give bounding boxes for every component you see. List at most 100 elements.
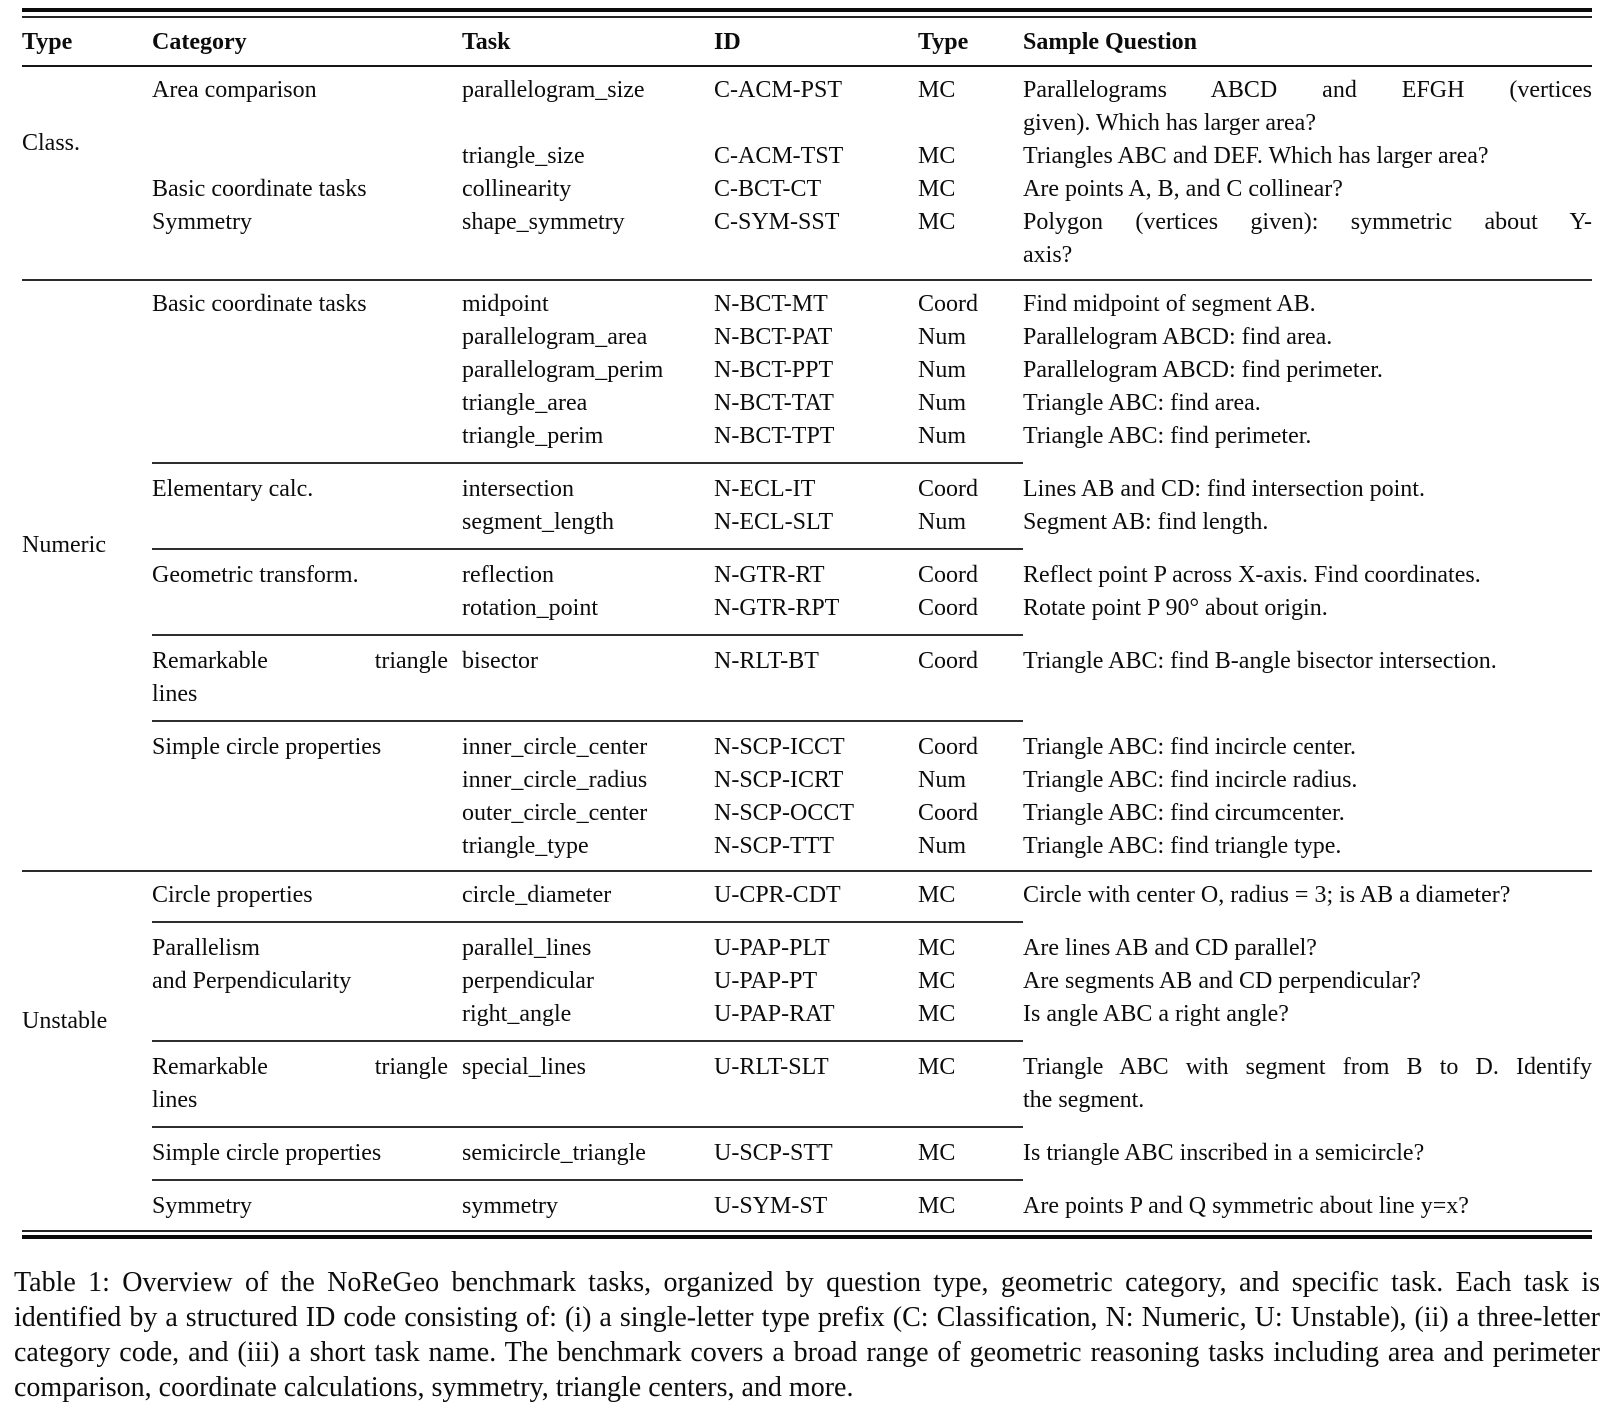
table-row: shape_symmetry C-SYM-SST MC Polygon (ver…: [462, 206, 1592, 272]
id-cell: N-BCT-TAT: [714, 390, 834, 416]
task-cell: triangle_size: [462, 143, 585, 169]
question-cell: Triangle ABC: find circumcenter.: [1023, 800, 1345, 826]
task-cell: outer_circle_center: [462, 800, 648, 826]
table-row: rotation_point N-GTR-RPT Coord Rotate po…: [462, 592, 1592, 625]
answer-type-cell: MC: [918, 1140, 956, 1166]
task-cell: midpoint: [462, 291, 549, 317]
id-cell: U-PAP-PLT: [714, 935, 830, 961]
table-bottom-rule-thick: [22, 1235, 1592, 1239]
question-cell: Find midpoint of segment AB.: [1023, 291, 1316, 317]
category-line: Circle properties: [152, 882, 313, 908]
group-divider: [152, 720, 1023, 722]
answer-type-cell: MC: [918, 968, 956, 994]
category-line: lines: [152, 681, 198, 707]
column-header-question: Sample Question: [1023, 29, 1198, 55]
category-cell: Symmetry: [152, 206, 462, 272]
id-cell: N-ECL-IT: [714, 476, 816, 502]
category-line: Basic coordinate tasks: [152, 176, 367, 202]
id-cell: N-SCP-ICRT: [714, 767, 844, 793]
id-cell: N-BCT-MT: [714, 291, 828, 317]
question-cell: Are segments AB and CD perpendicular?: [1023, 968, 1421, 994]
section-groups: Area comparison parallelogram_size C-ACM…: [152, 74, 1592, 272]
group-divider: [152, 462, 1023, 464]
task-cell: bisector: [462, 648, 538, 674]
id-cell: N-GTR-RT: [714, 562, 825, 588]
answer-type-cell: Num: [918, 357, 966, 383]
question-line: Parallelograms ABCD and EFGH (vertices: [1023, 77, 1592, 103]
task-group: Symmetry shape_symmetry C-SYM-SST MC Pol…: [152, 206, 1592, 272]
type-cell: Class.: [22, 129, 81, 156]
id-cell: U-SCP-STT: [714, 1140, 833, 1166]
category-cell: Simple circle properties: [152, 731, 462, 863]
category-cell: Parallelism and Perpendicularity: [152, 932, 462, 1031]
id-cell: N-BCT-PAT: [714, 324, 833, 350]
table-row: semicircle_triangle U-SCP-STT MC Is tria…: [462, 1137, 1592, 1170]
task-group: Remarkable triangle lines bisector N-RLT…: [152, 645, 1592, 711]
table-row: perpendicular U-PAP-PT MC Are segments A…: [462, 965, 1592, 998]
id-cell: C-BCT-CT: [714, 176, 822, 202]
answer-type-cell: MC: [918, 176, 956, 202]
answer-type-cell: MC: [918, 1193, 956, 1219]
question-line: given). Which has larger area?: [1023, 110, 1316, 136]
answer-type-cell: Coord: [918, 800, 978, 826]
question-cell: Rotate point P 90° about origin.: [1023, 595, 1328, 621]
task-cell: special_lines: [462, 1054, 586, 1080]
table-section-class: Class. Area comparison parallelogram_siz…: [22, 67, 1592, 279]
answer-type-cell: MC: [918, 1054, 956, 1080]
answer-type-cell: Coord: [918, 595, 978, 621]
table-row: inner_circle_center N-SCP-ICCT Coord Tri…: [462, 731, 1592, 764]
category-cell: Remarkable triangle lines: [152, 1051, 462, 1117]
table-row: midpoint N-BCT-MT Coord Find midpoint of…: [462, 288, 1592, 321]
id-cell: U-SYM-ST: [714, 1193, 828, 1219]
category-line: Remarkable triangle: [152, 648, 448, 674]
task-cell: rotation_point: [462, 595, 598, 621]
table-row: intersection N-ECL-IT Coord Lines AB and…: [462, 473, 1592, 506]
category-line: Symmetry: [152, 1193, 252, 1219]
question-cell: Triangles ABC and DEF. Which has larger …: [1023, 143, 1489, 169]
column-header-category: Category: [152, 29, 247, 55]
table-section-unstable: Unstable Circle properties circle_diamet…: [22, 872, 1592, 1230]
group-rows: collinearity C-BCT-CT MC Are points A, B…: [462, 173, 1592, 206]
question-cell: Triangle ABC: find area.: [1023, 390, 1261, 416]
table-section-numeric: Numeric Basic coordinate tasks midpoint …: [22, 281, 1592, 870]
task-cell: perpendicular: [462, 968, 594, 994]
id-cell: N-BCT-TPT: [714, 423, 835, 449]
section-groups: Basic coordinate tasks midpoint N-BCT-MT…: [152, 288, 1592, 863]
id-cell: U-PAP-RAT: [714, 1001, 835, 1027]
id-cell: U-RLT-SLT: [714, 1054, 829, 1080]
answer-type-cell: MC: [918, 1001, 956, 1027]
question-cell: Are lines AB and CD parallel?: [1023, 935, 1317, 961]
task-cell: collinearity: [462, 176, 572, 202]
section-divider: [22, 870, 1592, 872]
question-cell: Parallelogram ABCD: find perimeter.: [1023, 357, 1383, 383]
answer-type-cell: Coord: [918, 562, 978, 588]
task-cell: intersection: [462, 476, 574, 502]
answer-type-cell: Coord: [918, 648, 978, 674]
group-divider: [152, 634, 1023, 636]
category-cell: Basic coordinate tasks: [152, 288, 462, 453]
task-cell: triangle_type: [462, 833, 589, 859]
question-line: the segment.: [1023, 1087, 1145, 1113]
table-row: reflection N-GTR-RT Coord Reflect point …: [462, 559, 1592, 592]
id-cell: N-ECL-SLT: [714, 509, 834, 535]
category-line: Simple circle properties: [152, 1140, 382, 1166]
task-group: Remarkable triangle lines special_lines …: [152, 1051, 1592, 1117]
table-row: triangle_perim N-BCT-TPT Num Triangle AB…: [462, 420, 1592, 453]
task-cell: parallelogram_area: [462, 324, 648, 350]
question-cell: Segment AB: find length.: [1023, 509, 1269, 535]
table-row: symmetry U-SYM-ST MC Are points P and Q …: [462, 1190, 1592, 1223]
answer-type-cell: Num: [918, 423, 966, 449]
question-cell: Is triangle ABC inscribed in a semicircl…: [1023, 1140, 1425, 1166]
answer-type-cell: MC: [918, 935, 956, 961]
table-caption: Table 1: Overview of the NoReGeo benchma…: [14, 1267, 1600, 1403]
category-line: Remarkable triangle: [152, 1054, 448, 1080]
table-row: circle_diameter U-CPR-CDT MC Circle with…: [462, 879, 1592, 912]
task-cell: symmetry: [462, 1193, 558, 1219]
answer-type-cell: Num: [918, 324, 966, 350]
question-cell: Is angle ABC a right angle?: [1023, 1001, 1289, 1027]
group-rows: circle_diameter U-CPR-CDT MC Circle with…: [462, 879, 1592, 912]
task-group: Simple circle properties semicircle_tria…: [152, 1137, 1592, 1170]
category-cell: Simple circle properties: [152, 1137, 462, 1170]
group-rows: symmetry U-SYM-ST MC Are points P and Q …: [462, 1190, 1592, 1223]
